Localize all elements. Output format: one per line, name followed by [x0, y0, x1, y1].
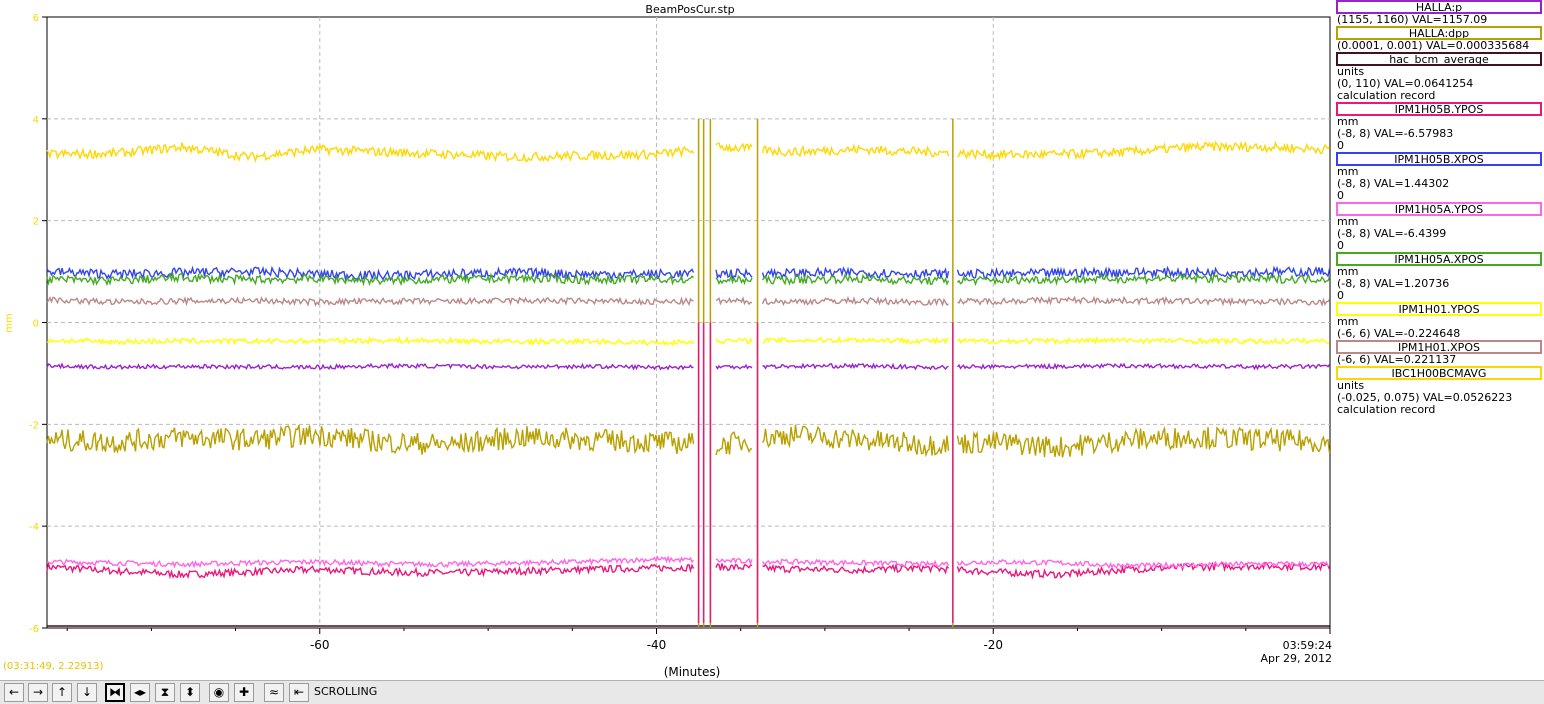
- legend-series-name: HALLA:p: [1336, 0, 1542, 14]
- legend-detail: mm: [1337, 165, 1359, 178]
- legend-entry[interactable]: hac_bcm_average units (0, 110) VAL=0.06412…: [1336, 52, 1542, 102]
- end-time-label: 03:59:24: [1283, 639, 1332, 652]
- y-tick-label: -2: [29, 420, 39, 431]
- legend-detail: calculation record: [1337, 89, 1436, 102]
- y-tick-label: -6: [29, 624, 39, 635]
- series-line: [46, 272, 1331, 287]
- legend-series-name: IPM1H05B.XPOS: [1336, 152, 1542, 166]
- x-tick-label: -40: [647, 638, 667, 652]
- legend-detail: mm: [1337, 215, 1359, 228]
- legend-detail: calculation record: [1337, 403, 1436, 416]
- scroll-up-button[interactable]: ↑: [52, 683, 72, 702]
- legend-detail: (-8, 8) VAL=1.44302: [1337, 177, 1450, 190]
- legend-detail: 0: [1337, 239, 1344, 252]
- zoom-out-y-icon: ⬍: [184, 685, 196, 699]
- legend-detail: (-6, 6) VAL=0.221137: [1337, 353, 1457, 366]
- legend-detail: (-8, 8) VAL=-6.4399: [1337, 227, 1447, 240]
- y-tick-label: 0: [33, 319, 39, 330]
- legend-detail: (-8, 8) VAL=-6.57983: [1337, 127, 1454, 140]
- scroll-down-button[interactable]: ↓: [77, 683, 97, 702]
- y-tick-label: 4: [33, 115, 39, 126]
- zoom-in-y-button[interactable]: ⧗: [155, 683, 175, 702]
- series-line: [46, 265, 1331, 282]
- scroll-right-button[interactable]: →: [28, 683, 48, 702]
- series-layer: [46, 118, 1331, 627]
- legend-series-name: HALLA:dpp: [1336, 26, 1542, 40]
- legend-series-name: IPM1H01.YPOS: [1336, 302, 1542, 316]
- legend-detail: (-8, 8) VAL=1.20736: [1337, 277, 1450, 290]
- legend-detail: 0: [1337, 139, 1344, 152]
- x-tick-label: -20: [983, 638, 1003, 652]
- legend-entry[interactable]: IPM1H05B.XPOS mm (-8, 8) VAL=1.44302 0: [1336, 152, 1542, 202]
- legend-detail: (1155, 1160) VAL=1157.09: [1337, 13, 1488, 26]
- autoscale-icon: ≈: [268, 685, 280, 699]
- legend-series-name: IPM1H05B.YPOS: [1336, 102, 1542, 116]
- zoom-out-y-button[interactable]: ⬍: [180, 683, 200, 702]
- zoom-reset-button[interactable]: ◉: [209, 683, 229, 702]
- legend-detail: 0: [1337, 189, 1344, 202]
- zoom-out-x-button[interactable]: ◂▸: [130, 683, 150, 702]
- y-axis-label: mm: [4, 313, 15, 332]
- legend-detail: mm: [1337, 265, 1359, 278]
- plus-icon: ✚: [238, 685, 250, 699]
- legend-detail: (0, 110) VAL=0.0641254: [1337, 77, 1474, 90]
- legend-detail: mm: [1337, 115, 1359, 128]
- mode-label: SCROLLING: [314, 685, 378, 698]
- arrow-right-icon: →: [32, 685, 44, 699]
- series-line: [46, 555, 1330, 570]
- legend: HALLA:p (1155, 1160) VAL=1157.09 HALLA:dpp…: [1336, 0, 1542, 416]
- legend-entry[interactable]: HALLA:dpp (0.0001, 0.001) VAL=0.000335684: [1336, 26, 1542, 52]
- legend-series-name: hac_bcm_average: [1336, 52, 1542, 66]
- legend-entry[interactable]: HALLA:p (1155, 1160) VAL=1157.09: [1336, 0, 1542, 26]
- x-axis-label: (Minutes): [664, 665, 721, 679]
- legend-detail: (-0.025, 0.075) VAL=0.0526223: [1337, 391, 1513, 404]
- legend-entry[interactable]: IPM1H01.XPOS (-6, 6) VAL=0.221137: [1336, 340, 1542, 366]
- y-tick-label: -4: [29, 522, 39, 533]
- series-line: [46, 140, 1331, 163]
- arrow-up-icon: ↑: [56, 685, 68, 699]
- legend-entry[interactable]: IPM1H05A.YPOS mm (-8, 8) VAL=-6.4399 0: [1336, 202, 1542, 252]
- zoom-in-y-icon: ⧗: [160, 685, 170, 699]
- legend-entry[interactable]: IPM1H05A.XPOS mm (-8, 8) VAL=1.20736 0: [1336, 252, 1542, 302]
- end-date-label: Apr 29, 2012: [1260, 652, 1332, 665]
- legend-detail: units: [1337, 65, 1365, 78]
- y-tick-label: 6: [33, 13, 39, 24]
- series-line: [46, 362, 1331, 371]
- zoom-reset-icon: ◉: [213, 685, 225, 699]
- series-line: [46, 561, 1331, 580]
- legend-series-name: IPM1H01.XPOS: [1336, 340, 1542, 354]
- arrow-left-icon: ←: [8, 685, 20, 699]
- zoom-in-x-icon: ⧓: [109, 685, 121, 699]
- legend-detail: (-6, 6) VAL=-0.224648: [1337, 327, 1461, 340]
- toolbar: SCROLLING ← → ↑ ↓ ⧓ ◂▸ ⧗ ⬍ ◉ ✚ ≈ ⇤: [0, 680, 1544, 704]
- x-tick-label: -60: [310, 638, 330, 652]
- arrow-down-icon: ↓: [81, 685, 93, 699]
- legend-detail: mm: [1337, 315, 1359, 328]
- legend-entry[interactable]: IPM1H01.YPOS mm (-6, 6) VAL=-0.224648: [1336, 302, 1542, 340]
- legend-series-name: IPM1H05A.XPOS: [1336, 252, 1542, 266]
- legend-detail: 0: [1337, 289, 1344, 302]
- zoom-out-x-icon: ◂▸: [133, 685, 147, 699]
- y-tick-label: 2: [33, 217, 39, 228]
- series-line: [46, 335, 1330, 347]
- chart-title: BeamPosCur.stp: [645, 3, 734, 16]
- legend-entry[interactable]: IPM1H05B.YPOS mm (-8, 8) VAL=-6.57983 0: [1336, 102, 1542, 152]
- scroll-end-icon: ⇤: [293, 685, 305, 699]
- scroll-left-button[interactable]: ←: [4, 683, 24, 702]
- add-button[interactable]: ✚: [234, 683, 254, 702]
- zoom-in-x-button[interactable]: ⧓: [105, 683, 125, 702]
- series-line: [46, 295, 1331, 307]
- legend-series-name: IPM1H05A.YPOS: [1336, 202, 1542, 216]
- autoscale-button[interactable]: ≈: [264, 683, 284, 702]
- series-line: [46, 424, 1331, 458]
- legend-detail: (0.0001, 0.001) VAL=0.000335684: [1337, 39, 1530, 52]
- legend-series-name: IBC1H00BCMAVG: [1336, 366, 1542, 380]
- legend-entry[interactable]: IBC1H00BCMAVG units (-0.025, 0.075) VAL=0.…: [1336, 366, 1542, 416]
- grid: [47, 17, 1330, 628]
- scroll-end-button[interactable]: ⇤: [289, 683, 309, 702]
- cursor-readout: (03:31:49, 2.22913): [3, 661, 104, 672]
- legend-detail: units: [1337, 379, 1365, 392]
